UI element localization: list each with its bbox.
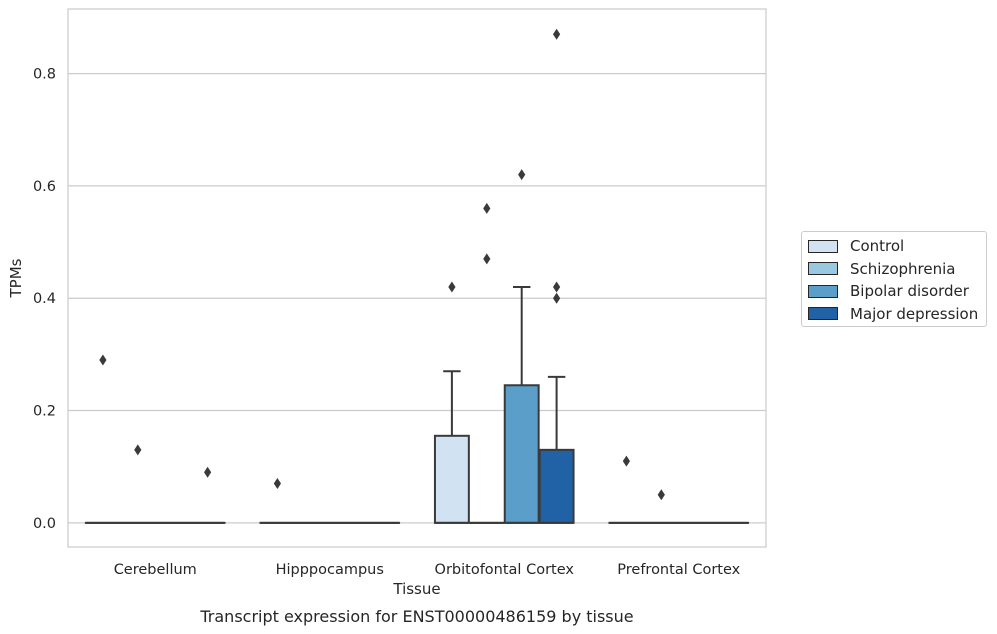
- legend-swatch: [808, 284, 838, 298]
- legend: Control Schizophrenia Bipolar disorder Majo…: [801, 231, 987, 327]
- plot-frame: [67, 8, 767, 548]
- y-tick-labels: 0.0 0.2 0.4 0.6 0.8: [33, 67, 56, 532]
- legend-swatch: [808, 307, 838, 320]
- legend-item: Bipolar disorder: [808, 281, 969, 301]
- outlier-point: [483, 253, 491, 265]
- x-tick-label: Prefrontal Cortex: [617, 562, 740, 578]
- legend-label: Major depression: [850, 304, 979, 323]
- box: [503, 384, 540, 524]
- box-series: [84, 28, 750, 524]
- x-axis-label: Tissue: [392, 580, 440, 598]
- series-bipolar-disorder: [154, 169, 715, 524]
- outlier-point: [204, 466, 212, 478]
- outlier-point: [134, 444, 142, 456]
- x-tick-label: Hipppocampus: [276, 562, 384, 578]
- series-control: [84, 281, 645, 524]
- legend-label: Schizophrenia: [850, 259, 956, 278]
- gridlines: [68, 72, 766, 524]
- y-tick-label: 0.4: [33, 291, 56, 307]
- outlier-point: [553, 281, 561, 293]
- outlier-point: [483, 202, 491, 214]
- box: [538, 448, 575, 524]
- legend-label: Control: [850, 237, 905, 255]
- legend-label: Bipolar disorder: [850, 282, 969, 300]
- y-axis-label: TPMs: [7, 258, 25, 298]
- legend-item: Major depression: [808, 304, 978, 324]
- legend-swatch: [808, 262, 838, 275]
- legend-swatch: [808, 239, 838, 253]
- outlier-point: [99, 354, 107, 366]
- outlier-point: [518, 169, 526, 181]
- outlier-point: [273, 478, 281, 490]
- outlier-point: [553, 292, 561, 304]
- x-tick-label: Cerebellum: [114, 562, 197, 578]
- y-tick-label: 0.6: [33, 179, 56, 195]
- box: [433, 434, 470, 524]
- chart-title: Transcript expression for ENST0000048615…: [199, 607, 633, 626]
- y-tick-label: 0.8: [33, 67, 56, 83]
- outlier-point: [553, 28, 561, 40]
- series-major-depression: [189, 28, 750, 524]
- y-tick-label: 0.0: [33, 516, 56, 532]
- outlier-point: [657, 489, 665, 501]
- outlier-point: [448, 281, 456, 293]
- x-tick-labels: Cerebellum Hipppocampus Orbitofontal Corte…: [114, 562, 741, 578]
- legend-item: Schizophrenia: [808, 259, 955, 279]
- legend-item: Control: [808, 236, 904, 256]
- outlier-point: [622, 455, 630, 467]
- x-tick-label: Orbitofontal Cortex: [435, 562, 575, 578]
- y-tick-label: 0.2: [33, 404, 56, 420]
- series-schizophrenia: [119, 202, 680, 524]
